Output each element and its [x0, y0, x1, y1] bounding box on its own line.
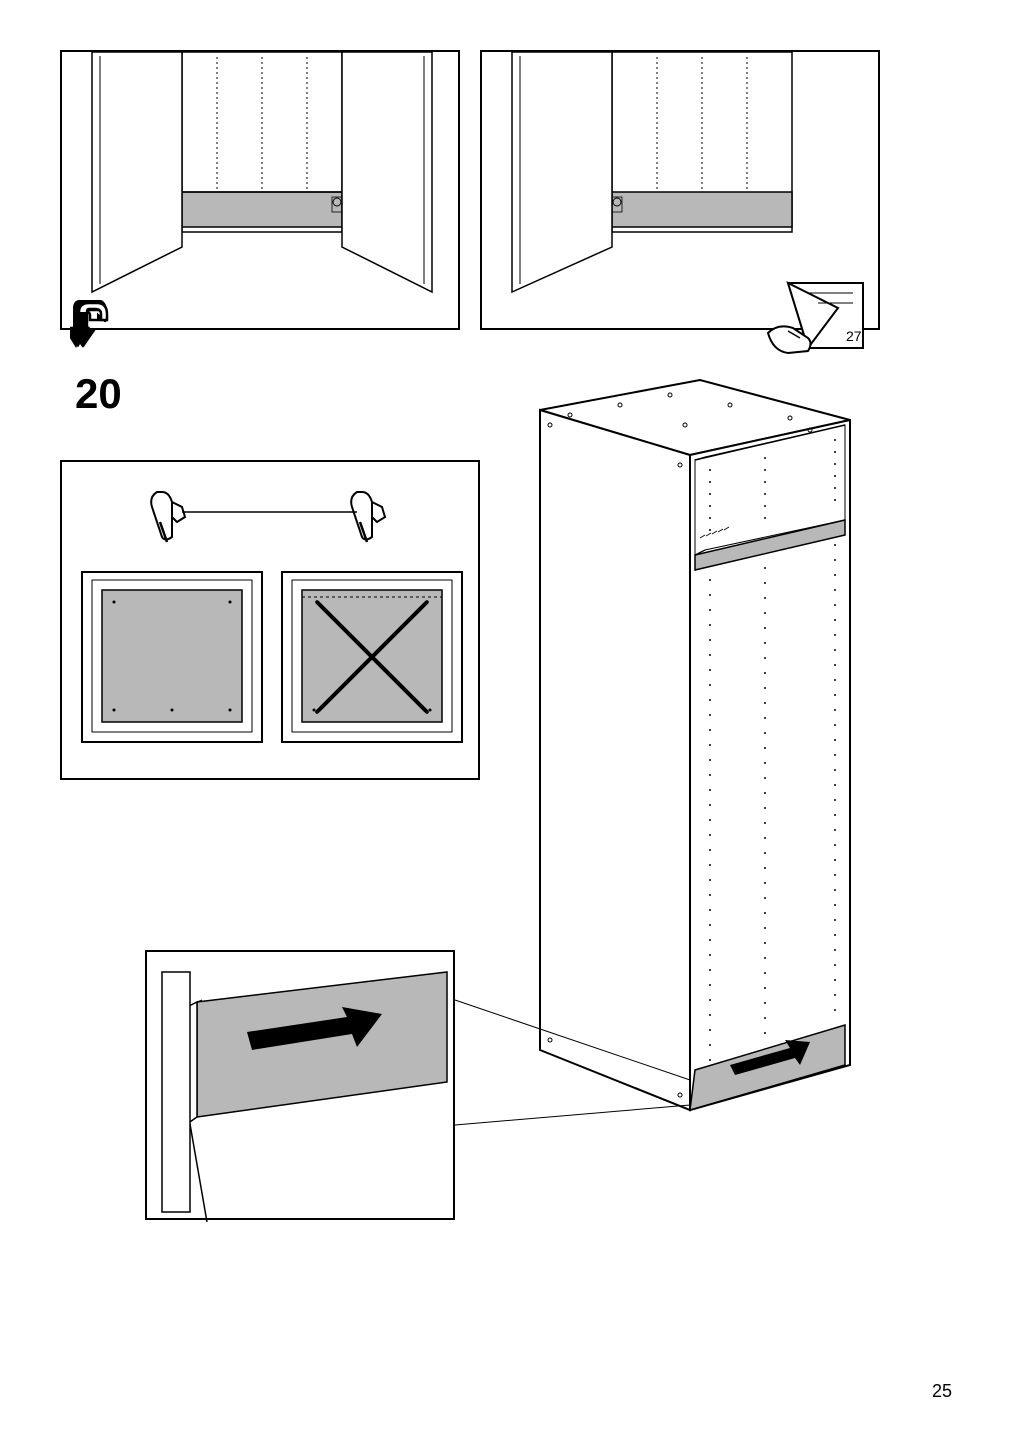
comparison-svg: [62, 462, 482, 782]
hand-point-left-icon: [151, 492, 185, 542]
top-row: 27: [60, 50, 952, 330]
cabinet-diagram-right: 27: [480, 50, 880, 330]
orientation-comparison-panel: [60, 460, 480, 780]
step-number: 20: [75, 370, 122, 418]
page-number: 25: [932, 1381, 952, 1402]
cabinet-diagram-left: [60, 50, 460, 330]
connector-lines: [145, 950, 745, 1150]
continue-arrow-icon: [70, 300, 110, 350]
page-turn-svg: 27: [758, 273, 878, 373]
page-ref-number: 27: [846, 328, 862, 344]
hand-point-right-icon: [351, 492, 385, 542]
page-container: 27 20: [0, 0, 1012, 1432]
cabinet-doors-open-svg: [62, 52, 462, 332]
page-turn-indicator: 27: [758, 273, 878, 378]
